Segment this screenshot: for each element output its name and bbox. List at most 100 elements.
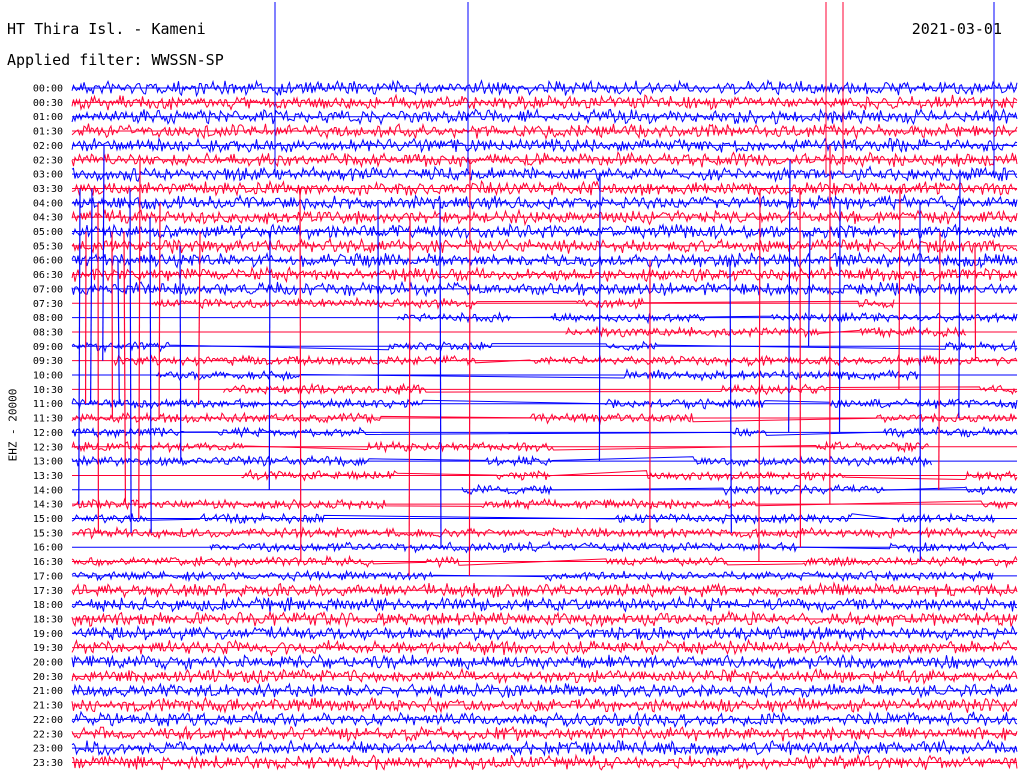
trace-07:00 — [71, 280, 1018, 298]
transient-spike — [117, 260, 120, 404]
time-tick-label: 04:00 — [33, 198, 63, 209]
transient-spike — [788, 159, 791, 433]
trace-06:30 — [71, 265, 1018, 284]
trace-08:00 — [397, 311, 1018, 325]
time-tick-label: 21:00 — [33, 686, 63, 697]
trace-11:30 — [71, 411, 1018, 426]
time-tick-label: 01:30 — [33, 127, 63, 138]
trace-21:00 — [71, 681, 1018, 699]
transient-spike — [102, 145, 105, 361]
trace-19:30 — [71, 638, 1018, 657]
trace-16:30 — [71, 554, 1018, 569]
time-tick-label: 08:30 — [33, 327, 63, 338]
time-tick-label: 02:30 — [33, 155, 63, 166]
time-tick-label: 09:30 — [33, 356, 63, 367]
trace-22:30 — [71, 725, 1018, 743]
trace-09:30 — [113, 354, 1018, 368]
time-tick-label: 14:30 — [33, 500, 63, 511]
trace-04:30 — [71, 208, 1018, 227]
trace-10:00 — [155, 368, 919, 382]
transient-spike — [123, 231, 127, 505]
transient-spike — [439, 202, 442, 548]
trace-05:30 — [71, 237, 1018, 254]
trace-15:00 — [71, 512, 995, 525]
time-tick-label: 15:00 — [33, 514, 63, 525]
filter-label: Applied filter: WWSSN-SP — [7, 51, 224, 69]
trace-13:30 — [241, 468, 1018, 482]
time-tick-label: 13:00 — [33, 457, 63, 468]
time-tick-label: 06:00 — [33, 256, 63, 267]
time-tick-label: 00:30 — [33, 98, 63, 109]
trace-15:30 — [71, 525, 1018, 540]
time-tick-label: 02:00 — [33, 141, 63, 152]
time-tick-label: 18:00 — [33, 600, 63, 611]
trace-14:00 — [461, 483, 1018, 497]
time-tick-label: 20:30 — [33, 672, 63, 683]
transient-spike — [729, 260, 732, 533]
trace-23:00 — [71, 738, 1018, 757]
transient-spike — [78, 188, 81, 505]
time-tick-label: 07:30 — [33, 299, 63, 310]
trace-03:30 — [71, 179, 1018, 197]
trace-09:00 — [71, 339, 1018, 354]
time-tick-label: 05:00 — [33, 227, 63, 238]
trace-22:00 — [71, 710, 1018, 729]
transient-spike — [898, 188, 901, 390]
trace-20:30 — [71, 667, 1018, 685]
time-tick-label: 10:00 — [33, 371, 63, 382]
time-tick-label: 01:00 — [33, 112, 63, 123]
trace-20:00 — [71, 653, 1018, 672]
time-tick-label: 03:00 — [33, 170, 63, 181]
time-tick-label: 22:30 — [33, 729, 63, 740]
time-tick-label: 15:30 — [33, 528, 63, 539]
trace-08:30 — [565, 325, 967, 339]
time-tick-label: 17:00 — [33, 571, 63, 582]
trace-14:30 — [71, 497, 1018, 511]
trace-02:30 — [71, 151, 1018, 169]
time-tick-label: 00:00 — [33, 84, 63, 95]
time-tick-label: 19:30 — [33, 643, 63, 654]
transient-spike — [807, 231, 811, 347]
trace-06:00 — [71, 251, 1018, 269]
time-tick-label: 23:00 — [33, 744, 63, 755]
time-tick-label: 12:30 — [33, 442, 63, 453]
time-tick-label: 09:00 — [33, 342, 63, 353]
time-tick-label: 12:00 — [33, 428, 63, 439]
time-tick-label: 21:30 — [33, 701, 63, 712]
transient-spike — [468, 159, 471, 576]
time-tick-label: 17:30 — [33, 586, 63, 597]
trace-18:30 — [71, 609, 1018, 628]
time-tick-label: 05:30 — [33, 241, 63, 252]
trace-11:00 — [71, 397, 1018, 410]
transient-spike — [958, 174, 961, 419]
trace-18:00 — [71, 595, 1018, 614]
transient-spike — [179, 245, 182, 462]
time-tick-label: 16:30 — [33, 557, 63, 568]
transient-spike — [758, 188, 761, 562]
time-tick-label: 14:00 — [33, 485, 63, 496]
trace-00:00 — [71, 79, 1018, 98]
time-tick-label: 08:00 — [33, 313, 63, 324]
time-tick-label: 10:30 — [33, 385, 63, 396]
time-tick-label: 16:00 — [33, 543, 63, 554]
time-tick-label: 18:30 — [33, 614, 63, 625]
transient-spike — [408, 217, 411, 576]
trace-00:30 — [71, 93, 1018, 112]
transient-spike — [149, 217, 152, 533]
trace-07:30 — [151, 296, 895, 310]
trace-12:00 — [71, 426, 1018, 439]
transient-spike — [197, 231, 201, 404]
transient-spike — [268, 231, 271, 490]
trace-03:00 — [71, 165, 1018, 183]
trace-17:30 — [71, 581, 1018, 599]
time-tick-label: 11:00 — [33, 399, 63, 410]
trace-19:00 — [71, 624, 1018, 643]
time-tick-label: 20:00 — [33, 658, 63, 669]
time-tick-label: 03:30 — [33, 184, 63, 195]
transient-spike — [598, 174, 601, 462]
time-tick-label: 19:00 — [33, 629, 63, 640]
time-tick-label: 13:30 — [33, 471, 63, 482]
trace-16:00 — [209, 540, 1010, 554]
transient-spike — [138, 159, 141, 519]
